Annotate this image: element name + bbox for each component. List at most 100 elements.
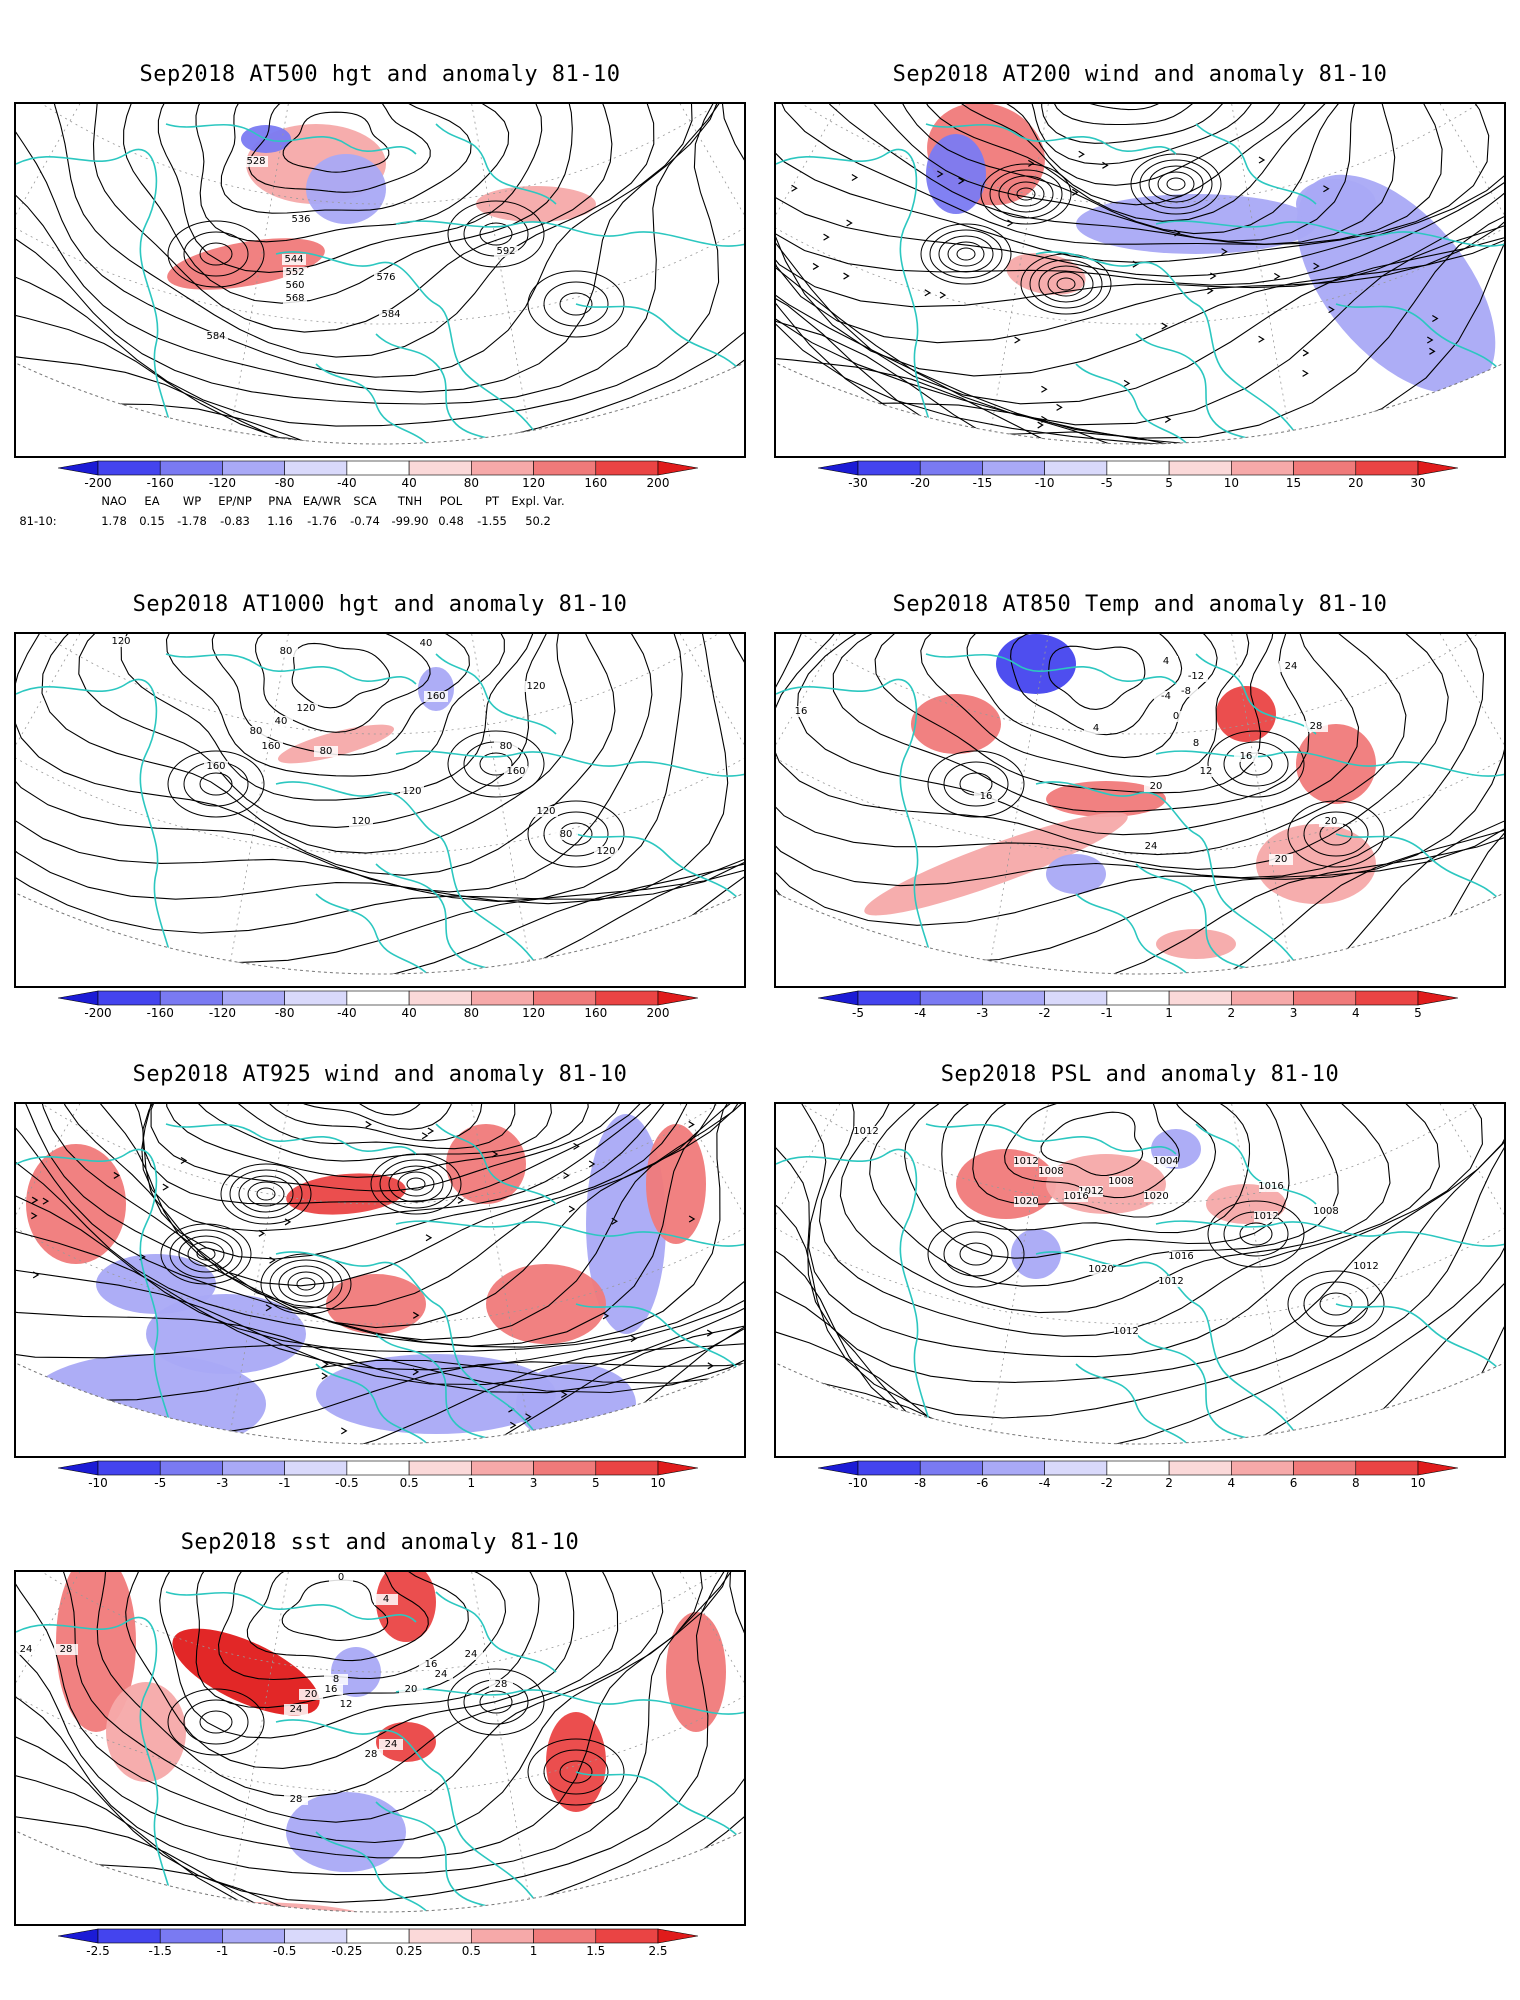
contour-label: 160 bbox=[261, 741, 280, 752]
flow-arrow bbox=[939, 291, 947, 299]
colorbar-tick-label: 4 bbox=[1351, 1006, 1360, 1020]
contour-label: 568 bbox=[285, 293, 304, 304]
colorbar-swatch bbox=[533, 990, 597, 1006]
colorbar-tick-label: -3 bbox=[216, 1476, 229, 1490]
map-plot bbox=[14, 1102, 746, 1458]
flow-arrow bbox=[1123, 379, 1131, 387]
contour-line bbox=[776, 1104, 1504, 1444]
flow-arrow bbox=[427, 1127, 435, 1135]
contour-label: 20 bbox=[1150, 781, 1163, 792]
contour-label: 80 bbox=[250, 726, 263, 737]
index-value: 50.2 bbox=[525, 514, 551, 528]
contour-label: 1012 bbox=[1078, 1186, 1103, 1197]
colorbar-tick-label: -10 bbox=[848, 1476, 868, 1490]
flow-arrow bbox=[688, 1215, 696, 1223]
colorbar-swatch bbox=[1168, 1460, 1232, 1476]
colorbar-swatch bbox=[1044, 1460, 1108, 1476]
contour-label: 80 bbox=[560, 829, 573, 840]
contour-label: 24 bbox=[465, 1649, 478, 1660]
flow-arrow bbox=[510, 1421, 517, 1429]
contour-line bbox=[211, 634, 470, 756]
colorbar-tick-label: 0.25 bbox=[395, 1944, 423, 1958]
index-value: 1.78 bbox=[101, 514, 127, 528]
colorbar-tick-label: 10 bbox=[650, 1476, 666, 1490]
colorbar-swatch bbox=[58, 1928, 99, 1944]
contour-label: 1004 bbox=[1153, 1156, 1178, 1167]
contour-line bbox=[298, 1104, 444, 1116]
contour-line bbox=[776, 1104, 1504, 1444]
contour-line bbox=[214, 1104, 516, 1150]
colorbar-swatch bbox=[1293, 1460, 1357, 1476]
colorbar-swatch bbox=[408, 990, 472, 1006]
flow-arrow bbox=[365, 1120, 372, 1128]
index-value: 0.48 bbox=[438, 514, 464, 528]
coastline bbox=[165, 123, 417, 155]
map-plot bbox=[774, 102, 1506, 458]
anomaly-shade bbox=[586, 1114, 666, 1334]
coastline bbox=[165, 1591, 417, 1623]
contour-label: 24 bbox=[20, 1644, 33, 1655]
colorbar-swatch bbox=[346, 990, 410, 1006]
anomaly-shade bbox=[316, 1354, 556, 1434]
colorbar-swatch bbox=[595, 1928, 659, 1944]
coastline bbox=[435, 1123, 557, 1205]
contour-line bbox=[840, 104, 1388, 242]
contour-line bbox=[78, 634, 554, 828]
colorbar-tick-label: 40 bbox=[401, 476, 417, 490]
flow-arrow bbox=[1274, 272, 1281, 280]
contour-line bbox=[776, 104, 1504, 444]
flow-arrow bbox=[269, 1256, 276, 1264]
contour-line bbox=[941, 1104, 1251, 1234]
contour-label: 536 bbox=[291, 214, 310, 225]
flow-arrow bbox=[1207, 287, 1214, 295]
contour-label: -12 bbox=[1188, 671, 1204, 682]
colorbar-tick-label: 80 bbox=[463, 1006, 479, 1020]
anomaly-shade bbox=[996, 634, 1076, 694]
panel-title: Sep2018 sst and anomaly 81-10 bbox=[180, 1530, 580, 1555]
anomaly-shade bbox=[1156, 929, 1236, 959]
colorbar-tick-label: -10 bbox=[88, 1476, 108, 1490]
contour-line bbox=[1067, 104, 1221, 111]
contour-label: 80 bbox=[320, 746, 333, 757]
contour-line bbox=[776, 104, 1504, 377]
contour-label: 120 bbox=[536, 806, 555, 817]
colorbar-swatch bbox=[857, 460, 921, 476]
coastline bbox=[16, 678, 179, 974]
map-content: 528 536 544 552 560 568 576 584 584 592 bbox=[16, 104, 744, 444]
anomaly-shade bbox=[116, 1902, 376, 1912]
index-name: Expl. Var. bbox=[511, 494, 565, 508]
coastline bbox=[1195, 123, 1317, 205]
colorbar-swatch bbox=[533, 460, 597, 476]
contour-line bbox=[125, 1572, 575, 1769]
index-value: -1.76 bbox=[307, 514, 337, 528]
map-plot: 24 28 0 4 8 12 16 20 24 16 20 24 28 24 24 28 28 bbox=[14, 1570, 746, 1926]
contour-line bbox=[16, 1104, 744, 1348]
colorbar-tick-label: -200 bbox=[84, 1006, 112, 1020]
contour-line bbox=[16, 634, 616, 876]
coastline bbox=[776, 148, 939, 444]
contour-label: 24 bbox=[1285, 661, 1298, 672]
contour-label: 24 bbox=[1145, 841, 1158, 852]
colorbar-swatch bbox=[1355, 460, 1419, 476]
flow-arrow bbox=[1164, 415, 1172, 423]
flow-arrow bbox=[851, 173, 859, 182]
contour-line bbox=[243, 1104, 487, 1142]
colorbar-swatch bbox=[159, 1928, 223, 1944]
colorbar-swatch bbox=[857, 990, 921, 1006]
contour-line bbox=[776, 104, 1504, 426]
contour-label: 80 bbox=[500, 741, 513, 752]
coastline bbox=[1155, 1220, 1504, 1247]
flow-arrow bbox=[162, 1183, 170, 1191]
contour-label: 592 bbox=[496, 246, 515, 257]
colorbar-swatch bbox=[1168, 990, 1232, 1006]
contour-label: 1012 bbox=[1113, 1326, 1138, 1337]
coastline bbox=[315, 893, 437, 974]
contour-line bbox=[16, 1104, 744, 1394]
index-name: PNA bbox=[268, 494, 292, 508]
contour-line bbox=[133, 1104, 679, 1232]
coastline bbox=[1075, 1363, 1197, 1444]
coastline bbox=[1155, 220, 1504, 247]
contour-line bbox=[904, 1104, 1290, 1259]
flow-arrow bbox=[791, 184, 798, 192]
coastline bbox=[925, 653, 1177, 685]
